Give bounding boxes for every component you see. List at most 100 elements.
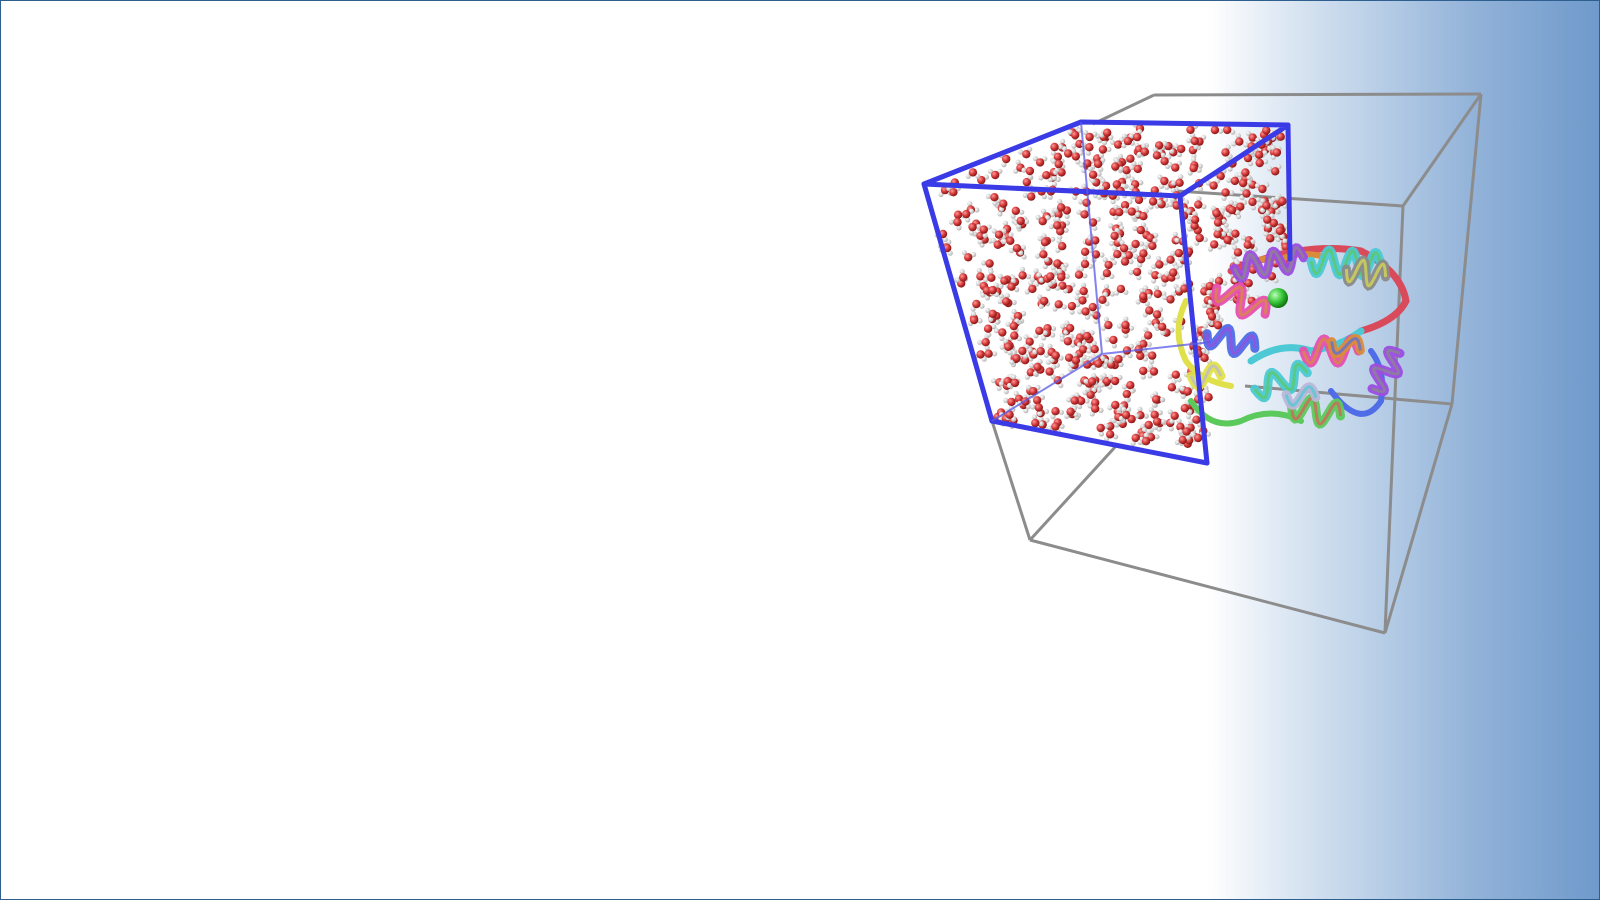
water-molecule bbox=[1132, 222, 1147, 235]
water-molecule bbox=[1205, 178, 1221, 190]
water-molecule bbox=[1024, 280, 1037, 295]
water-molecule bbox=[1088, 170, 1102, 184]
water-molecule bbox=[1009, 350, 1021, 365]
water-molecule bbox=[1029, 359, 1043, 372]
water-molecule bbox=[1231, 244, 1243, 260]
water-molecule bbox=[1006, 374, 1020, 389]
water-molecule bbox=[1267, 164, 1282, 176]
water-molecule bbox=[1167, 160, 1182, 172]
water-molecule bbox=[1074, 293, 1089, 305]
water-molecule bbox=[979, 224, 992, 239]
water-molecule bbox=[1248, 197, 1261, 211]
water-molecule bbox=[1117, 316, 1130, 330]
water-molecule bbox=[1237, 168, 1252, 180]
water-molecule bbox=[1162, 255, 1178, 267]
water-molecule bbox=[1100, 316, 1113, 331]
protein-ribbon bbox=[1175, 243, 1410, 429]
water-molecule bbox=[1157, 174, 1169, 189]
water-molecule bbox=[1111, 158, 1124, 172]
water-molecule bbox=[1063, 320, 1075, 335]
water-molecule bbox=[1050, 142, 1064, 156]
water-molecule bbox=[1035, 250, 1049, 263]
water-molecule bbox=[1144, 237, 1158, 251]
water-molecule bbox=[1213, 218, 1227, 232]
water-molecule bbox=[1127, 205, 1140, 220]
water-molecule bbox=[1206, 312, 1221, 325]
water-molecule bbox=[1139, 287, 1152, 301]
water-molecule bbox=[983, 269, 996, 283]
water-molecule bbox=[1010, 206, 1025, 219]
water-molecule bbox=[1270, 145, 1282, 160]
water-molecule bbox=[1018, 344, 1030, 359]
protein-helix-segment bbox=[1281, 382, 1321, 410]
water-molecule bbox=[1086, 340, 1099, 354]
water-molecule bbox=[1147, 363, 1159, 379]
water-molecule bbox=[1271, 226, 1285, 240]
water-molecule bbox=[1221, 188, 1235, 201]
water-molecule bbox=[1187, 163, 1202, 176]
water-molecule bbox=[1049, 351, 1064, 363]
water-molecule bbox=[1107, 400, 1122, 413]
water-molecule bbox=[999, 342, 1013, 356]
water-molecule bbox=[1153, 322, 1167, 336]
water-molecule bbox=[1194, 196, 1207, 210]
water-molecule bbox=[1259, 213, 1275, 224]
water-molecule bbox=[1053, 199, 1066, 213]
water-molecule bbox=[961, 250, 977, 262]
water-molecule bbox=[1098, 145, 1112, 158]
water-molecule bbox=[955, 268, 968, 283]
water-molecule bbox=[1136, 406, 1149, 420]
water-molecule bbox=[1037, 294, 1049, 309]
water-molecule bbox=[1050, 158, 1063, 173]
water-molecule bbox=[1180, 400, 1193, 415]
water-molecule bbox=[1137, 432, 1151, 446]
water-molecule bbox=[1238, 178, 1252, 192]
water-molecule bbox=[997, 293, 1011, 306]
water-molecule bbox=[1171, 174, 1184, 187]
water-molecule bbox=[1109, 246, 1122, 261]
protein-loop bbox=[1175, 298, 1234, 389]
water-molecule bbox=[983, 324, 997, 338]
water-molecule bbox=[1076, 342, 1092, 354]
water-molecule bbox=[1008, 244, 1024, 256]
water-molecule bbox=[1076, 396, 1090, 410]
water-molecule bbox=[1231, 133, 1244, 147]
water-molecule bbox=[1135, 208, 1149, 221]
water-molecule bbox=[1069, 356, 1084, 368]
water-molecule bbox=[985, 193, 999, 206]
water-molecule bbox=[1152, 417, 1166, 430]
water-molecule bbox=[1050, 407, 1064, 420]
water-molecule bbox=[1225, 205, 1241, 218]
protein-loop bbox=[1188, 398, 1304, 427]
water-molecule bbox=[1026, 384, 1041, 396]
water-molecule bbox=[1186, 136, 1200, 150]
water-molecule bbox=[965, 168, 981, 179]
water-molecule bbox=[1152, 307, 1164, 322]
water-molecule bbox=[1119, 240, 1133, 253]
water-molecule bbox=[1194, 233, 1208, 246]
water-molecule bbox=[1128, 267, 1142, 281]
water-molecule bbox=[1035, 214, 1051, 226]
water-molecule bbox=[1113, 284, 1129, 296]
water-molecule bbox=[1151, 395, 1165, 408]
water-molecule bbox=[1062, 146, 1077, 158]
water-box-outline bbox=[921, 119, 1293, 466]
water-molecule bbox=[1005, 318, 1020, 331]
water-molecule bbox=[1067, 127, 1082, 140]
protein-helix-segment bbox=[1327, 334, 1365, 358]
water-molecule bbox=[1045, 364, 1057, 380]
water-molecule bbox=[1147, 269, 1160, 284]
water-molecule bbox=[1120, 253, 1134, 266]
water-molecule bbox=[1067, 301, 1081, 315]
water-molecule bbox=[991, 228, 1007, 239]
water-molecule bbox=[1037, 236, 1050, 251]
water-molecule bbox=[1032, 156, 1048, 167]
water-molecule bbox=[1214, 272, 1228, 286]
water-molecule bbox=[970, 299, 985, 312]
water-molecule bbox=[976, 267, 990, 281]
water-molecule bbox=[1114, 352, 1126, 368]
protein-helix-segment bbox=[1229, 243, 1309, 283]
water-molecule bbox=[1167, 379, 1180, 394]
